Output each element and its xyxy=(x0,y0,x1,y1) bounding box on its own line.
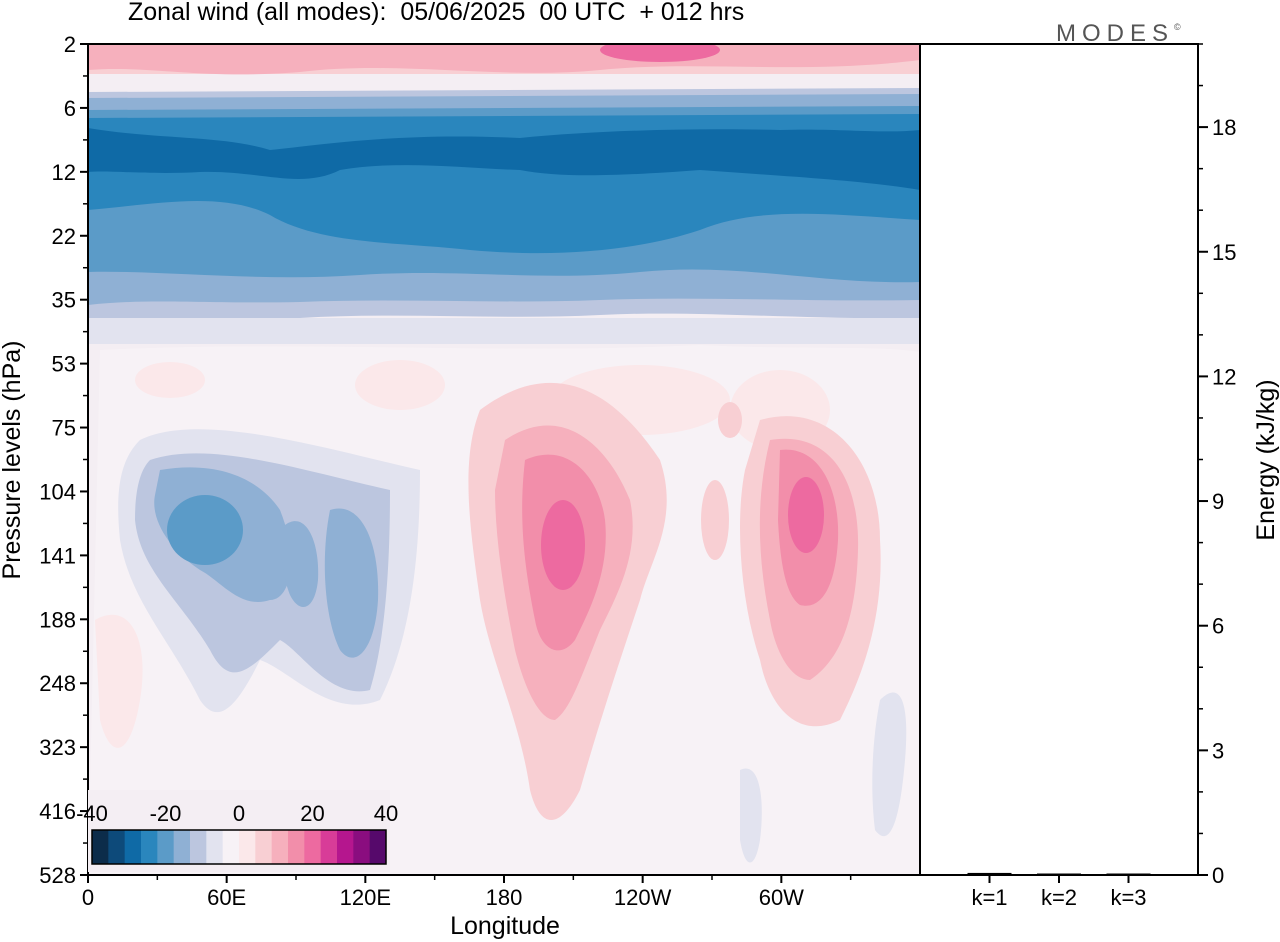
energy-panel-frame xyxy=(919,43,1199,876)
colorbar-label: -20 xyxy=(150,801,182,826)
weak-positive-patch xyxy=(135,362,205,398)
x-tick-label: 180 xyxy=(486,885,523,910)
energy-bar xyxy=(1106,873,1151,875)
colorbar-swatch xyxy=(124,830,142,864)
weak-positive-streak xyxy=(95,614,143,748)
brand-mark: © xyxy=(1174,22,1181,32)
colorbar-swatch xyxy=(157,830,175,864)
colorbar: -40 -20 0 20 40 xyxy=(76,790,398,872)
energy-tick-label: 18 xyxy=(1212,115,1236,140)
colorbar-label: -40 xyxy=(76,801,108,826)
y-tick-label: 75 xyxy=(52,416,76,441)
y-tick-label: 22 xyxy=(52,224,76,249)
colorbar-swatch xyxy=(337,830,354,864)
colorbar-swatch xyxy=(353,830,371,864)
x-axis-label: Longitude xyxy=(450,912,560,940)
heatmap-field xyxy=(88,44,920,875)
y-tick-label: 2 xyxy=(64,32,76,57)
colorbar-swatch xyxy=(369,830,387,864)
x-tick-label: 60W xyxy=(759,885,804,910)
easterly-core-max xyxy=(167,495,243,565)
energy-bar xyxy=(967,872,1012,875)
colorbar-label: 0 xyxy=(233,801,245,826)
longitude-axis: 0 60E 120E 180 120W 60W xyxy=(82,875,852,910)
colorbar-swatch xyxy=(255,830,273,864)
y-tick-label: 12 xyxy=(52,160,76,185)
colorbar-frame xyxy=(91,829,387,865)
colorbar-swatch xyxy=(206,830,224,864)
easterly-secondary-core xyxy=(281,521,319,607)
energy-tick-label: 15 xyxy=(1212,240,1236,265)
y-tick-label: 6 xyxy=(64,96,76,121)
brand-name: MODES xyxy=(1056,20,1175,47)
colorbar-swatch xyxy=(239,830,256,864)
band-fade xyxy=(88,318,920,344)
colorbar-swatch xyxy=(320,830,338,864)
chart-title: Zonal wind (all modes): 05/06/2025 00 UT… xyxy=(128,0,745,26)
colorbar-swatch xyxy=(190,830,207,864)
weak-positive-patch xyxy=(355,360,445,410)
y-tick-label: 323 xyxy=(39,735,76,760)
y-tick-label: 35 xyxy=(52,288,76,313)
colorbar-swatch xyxy=(304,830,322,864)
y-tick-label: 188 xyxy=(39,607,76,632)
band-transition xyxy=(88,76,920,90)
energy-axis: 0 3 6 9 12 15 18 xyxy=(1198,43,1236,888)
weak-negative-streak xyxy=(740,768,762,863)
colorbar-swatch xyxy=(173,830,191,864)
y-tick-label: 104 xyxy=(39,479,76,504)
upper-westerly-max xyxy=(600,44,720,62)
energy-bars: k=1 k=2 k=3 xyxy=(967,872,1151,910)
x-tick-label: 120E xyxy=(340,885,391,910)
energy-tick-label: 6 xyxy=(1212,614,1224,639)
energy-tick-label: 9 xyxy=(1212,489,1224,514)
weak-negative-streak xyxy=(872,692,907,837)
x-tick-label: 0 xyxy=(82,885,94,910)
easterly-band-core xyxy=(88,128,920,190)
energy-bar xyxy=(1037,873,1081,875)
brand-logo: MODES© xyxy=(1056,20,1181,48)
energy-tick-label: 3 xyxy=(1212,738,1224,763)
weak-positive-patch xyxy=(701,480,729,560)
colorbar-swatch xyxy=(108,830,126,864)
colorbar-swatch xyxy=(222,830,240,864)
easterly-secondary-core xyxy=(324,508,379,658)
energy-axis-label: Energy (kJ/kg) xyxy=(1252,379,1280,540)
colorbar-swatch xyxy=(271,830,289,864)
x-tick-label: 120W xyxy=(614,885,672,910)
energy-category-label: k=2 xyxy=(1041,885,1077,910)
colorbar-label: 20 xyxy=(300,801,324,826)
energy-category-label: k=3 xyxy=(1110,885,1146,910)
y-tick-label: 528 xyxy=(39,863,76,888)
energy-tick-label: 12 xyxy=(1212,364,1236,389)
colorbar-swatch xyxy=(288,830,305,864)
jet-west-max xyxy=(541,500,585,590)
energy-category-label: k=1 xyxy=(971,885,1007,910)
colorbar-swatch xyxy=(92,830,109,864)
y-tick-label: 141 xyxy=(39,543,76,568)
colorbar-label: 40 xyxy=(374,801,398,826)
colorbar-swatch xyxy=(141,830,158,864)
y-tick-label: 248 xyxy=(39,671,76,696)
jet-east-max xyxy=(788,477,824,553)
pressure-axis: 2 6 12 22 35 53 75 104 141 188 248 323 416 528 xyxy=(39,32,88,888)
y-axis-label: Pressure levels (hPa) xyxy=(0,341,26,580)
energy-tick-label: 0 xyxy=(1212,863,1224,888)
x-tick-label: 60E xyxy=(207,885,246,910)
weak-positive-patch xyxy=(718,402,742,438)
y-tick-label: 53 xyxy=(52,352,76,377)
y-tick-label: 416 xyxy=(39,799,76,824)
